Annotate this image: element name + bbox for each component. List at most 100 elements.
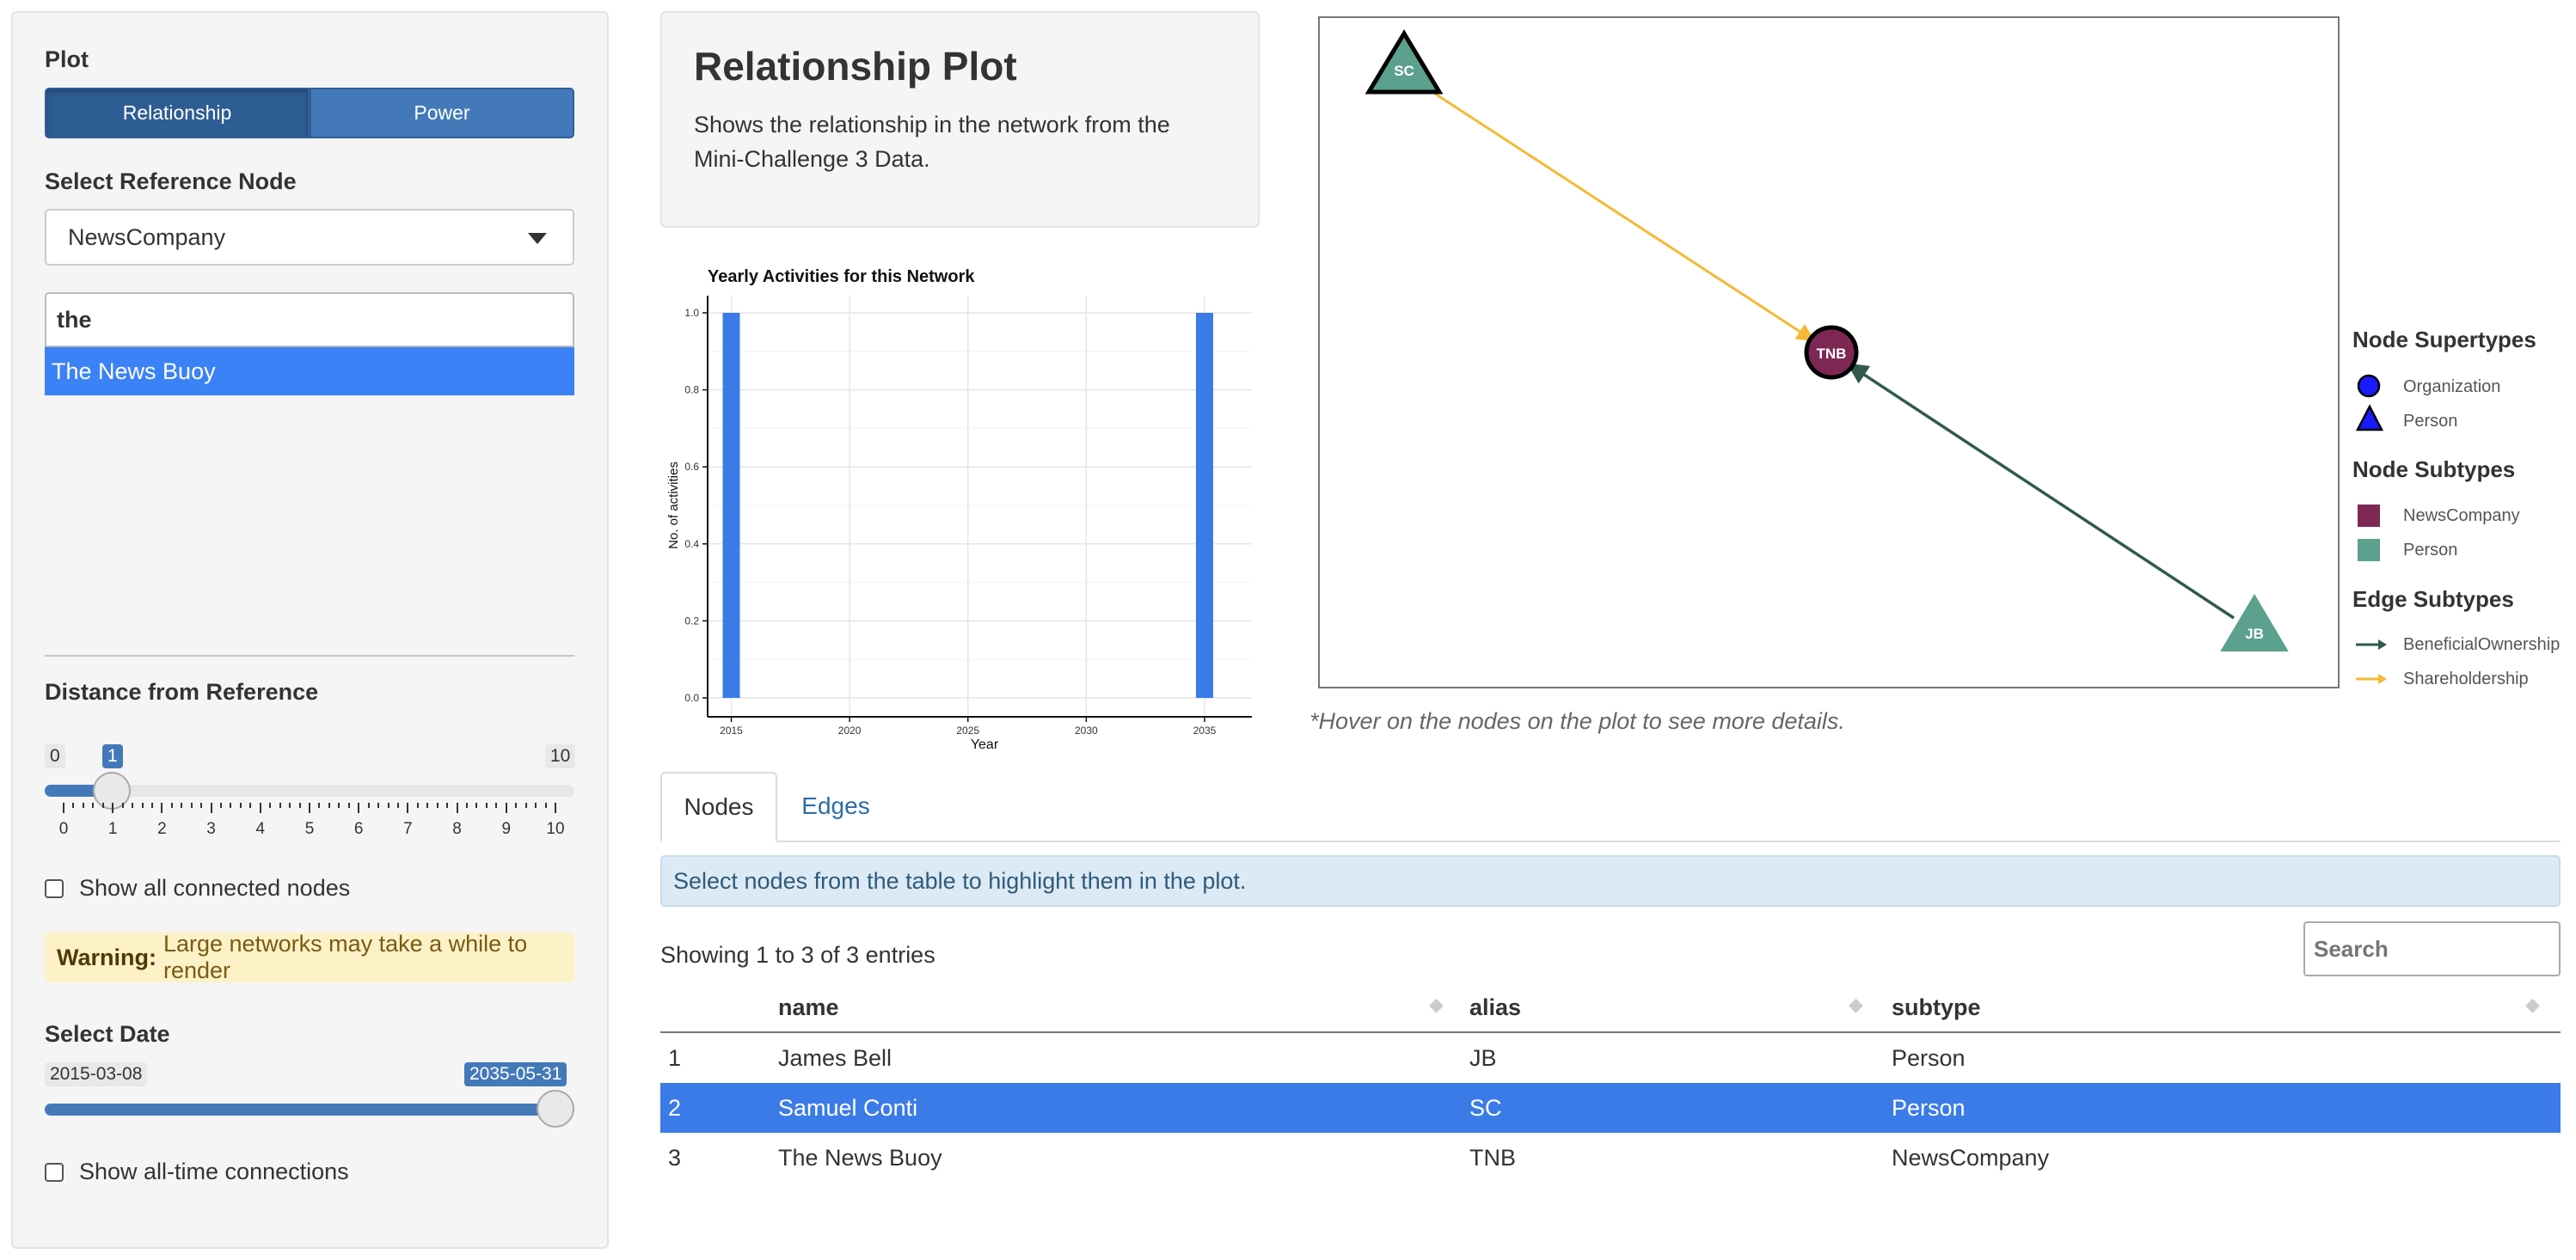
table-header-border	[660, 1031, 2561, 1033]
tab-edges[interactable]: Edges	[801, 792, 870, 819]
distance-slider-track[interactable]	[45, 785, 574, 797]
distance-tick	[407, 803, 409, 813]
date-slider-track[interactable]	[45, 1104, 574, 1116]
distance-minor-tick	[367, 803, 370, 808]
chart-x-tick-label: 2030	[1075, 725, 1098, 737]
tab-divider	[660, 841, 2561, 842]
distance-minor-tick	[298, 803, 301, 808]
node-tnb[interactable]: TNB	[1804, 325, 1859, 380]
row-alias: TNB	[1469, 1145, 1516, 1171]
chart-y-tick-label: 0.8	[684, 384, 699, 396]
node-sc[interactable]: SC	[1365, 29, 1444, 95]
search-result-label: The News Buoy	[52, 358, 216, 384]
entries-info: Showing 1 to 3 of 3 entries	[660, 942, 935, 968]
show-connected-checkbox[interactable]	[45, 879, 64, 898]
chevron-down-icon	[528, 233, 547, 244]
distance-tick	[259, 803, 261, 813]
column-header-name[interactable]: name	[778, 994, 839, 1020]
row-alias: SC	[1469, 1095, 1502, 1121]
chart-x-tick-label: 2025	[956, 725, 979, 737]
relationship-button[interactable]: Relationship	[45, 88, 310, 138]
distance-minor-tick	[426, 803, 429, 808]
chart-bars	[722, 313, 1213, 698]
distance-minor-tick	[181, 803, 183, 808]
distance-tick-label: 9	[501, 820, 512, 838]
show-alltime-label: Show all-time connections	[79, 1159, 349, 1184]
distance-minor-tick	[121, 803, 124, 808]
distance-minor-tick	[515, 803, 518, 808]
node-jb[interactable]: JB	[2220, 594, 2289, 651]
distance-max-badge: 10	[545, 744, 576, 768]
distance-minor-tick	[230, 803, 232, 808]
chart-grid	[708, 296, 1252, 717]
distance-tick	[161, 803, 163, 813]
distance-minor-tick	[524, 803, 527, 808]
node-jb-label: JB	[2245, 626, 2264, 642]
edge-jb-tnb	[1846, 363, 2235, 620]
distance-tick-label: 8	[452, 820, 462, 838]
power-button[interactable]: Power	[310, 88, 574, 138]
distance-tick	[456, 803, 458, 813]
tab-nodes[interactable]: Nodes	[660, 772, 777, 842]
legend-beneficial-label: BeneficialOwnership	[2403, 635, 2561, 654]
chart-bar	[1195, 313, 1213, 698]
distance-minor-tick	[72, 803, 75, 808]
chart-y-tick-label: 0.4	[684, 538, 699, 550]
ref-node-label: Select Reference Node	[45, 168, 297, 194]
table-row[interactable]: 1 James Bell JB Person	[660, 1033, 2561, 1083]
chart-y-tick-label: 1.0	[684, 307, 699, 319]
row-name: The News Buoy	[778, 1145, 942, 1171]
legend-supertypes-title: Node Supertypes	[2352, 327, 2536, 352]
search-result-option[interactable]: The News Buoy	[45, 347, 574, 395]
distance-minor-tick	[436, 803, 439, 808]
activities-bar-chart: Yearly Activities for this Network 0.00.…	[666, 267, 1252, 752]
distance-value-badge: 1	[102, 744, 123, 768]
edge-sc-tnb	[1434, 92, 1815, 342]
chart-xlabel: Year	[971, 737, 999, 752]
distance-minor-tick	[279, 803, 281, 808]
node-search-input[interactable]: the	[45, 292, 574, 347]
sort-icon[interactable]: ◆	[1429, 994, 1444, 1015]
distance-minor-tick	[200, 803, 203, 808]
legend-shareholder-label: Shareholdership	[2403, 670, 2529, 688]
column-header-subtype[interactable]: subtype	[1892, 994, 1981, 1020]
legend-person-swatch	[2358, 539, 2380, 561]
chart-x-tick-label: 2020	[838, 725, 862, 737]
node-tnb-label: TNB	[1817, 346, 1847, 362]
distance-minor-tick	[446, 803, 449, 808]
chart-ylabel: No. of activities	[666, 462, 681, 549]
distance-minor-tick	[170, 803, 173, 808]
node-sc-triangle[interactable]	[1365, 29, 1444, 95]
distance-minor-tick	[101, 803, 104, 808]
distance-minor-tick	[289, 803, 291, 808]
node-jb-triangle[interactable]	[2220, 594, 2289, 651]
legend-newscompany-swatch	[2358, 505, 2380, 527]
warning-alert: Warning: Large networks may take a while…	[45, 931, 574, 983]
node-tnb-circle[interactable]	[1804, 325, 1859, 380]
ref-node-select[interactable]: NewsCompany	[45, 209, 574, 266]
ref-node-value: NewsCompany	[68, 223, 226, 250]
legend-organization-label: Organization	[2403, 377, 2501, 396]
distance-minor-tick	[347, 803, 350, 808]
table-row-selected[interactable]: 2 Samuel Conti SC Person	[660, 1083, 2561, 1133]
show-alltime-checkbox[interactable]	[45, 1163, 64, 1182]
distance-minor-tick	[485, 803, 488, 808]
chart-bar	[722, 313, 740, 698]
date-slider-handle[interactable]	[537, 1090, 574, 1128]
sort-icon[interactable]: ◆	[1849, 994, 1863, 1015]
distance-tick	[505, 803, 507, 813]
date-value-badge: 2035-05-31	[464, 1062, 567, 1086]
column-header-alias[interactable]: alias	[1469, 994, 1522, 1020]
node-search-text: the	[57, 306, 92, 333]
distance-tick-label: 1	[107, 820, 118, 838]
distance-tick-label: 0	[58, 820, 69, 838]
description-text: Shows the relationship in the network fr…	[694, 112, 1170, 172]
sort-icon[interactable]: ◆	[2525, 994, 2540, 1015]
distance-minor-tick	[141, 803, 144, 808]
distance-slider-handle[interactable]	[93, 772, 131, 810]
plot-type-toggle: Relationship Power	[45, 88, 574, 138]
legend-circle-icon	[2357, 374, 2381, 398]
table-row[interactable]: 3 The News Buoy TNB NewsCompany	[660, 1133, 2561, 1183]
legend-person-subtype-label: Person	[2403, 541, 2458, 560]
table-search-input[interactable]	[2303, 921, 2561, 976]
